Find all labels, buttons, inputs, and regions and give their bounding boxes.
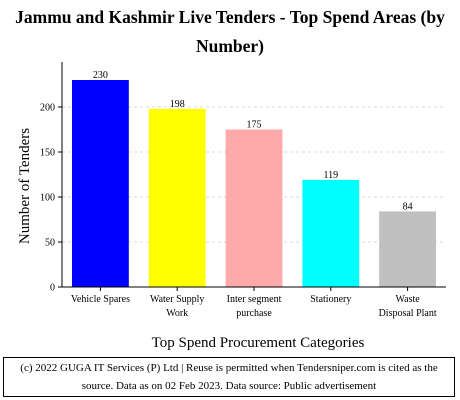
x-tick-label: Water Supply xyxy=(150,294,204,305)
bar xyxy=(71,80,129,287)
x-tick-label: Disposal Plant xyxy=(379,308,437,319)
bar-value-label: 230 xyxy=(93,70,108,81)
bar xyxy=(379,211,437,287)
bar xyxy=(148,108,206,287)
bar-value-label: 84 xyxy=(403,201,413,212)
bar-value-label: 198 xyxy=(170,99,185,110)
bar xyxy=(302,179,360,287)
y-tick-label: 0 xyxy=(50,283,55,294)
y-axis-label: Number of Tenders xyxy=(17,128,33,244)
axes: 0 50 100 150 200 Vehicle Spares Water Supply Wo… xyxy=(40,62,446,319)
chart-title: Jammu and Kashmir Live Tenders - Top Spe… xyxy=(15,7,445,56)
y-tick-label: 200 xyxy=(40,103,55,114)
y-tick-label: 150 xyxy=(40,148,55,159)
x-tick-label: Vehicle Spares xyxy=(71,294,130,305)
x-tick-label: Work xyxy=(166,308,188,319)
x-tick-label: Stationery xyxy=(310,294,351,305)
bars: 230 198 175 119 84 xyxy=(71,70,437,287)
bar-chart: 230 198 175 119 84 0 50 100 150 200 Vehicle Spare… xyxy=(17,62,446,351)
x-axis-label: Top Spend Procurement Categories xyxy=(152,335,365,351)
x-tick-label: purchase xyxy=(236,308,272,319)
footer-credit: (c) 2022 GUGA IT Services (P) Ltd | Reus… xyxy=(3,357,455,397)
bar-value-label: 119 xyxy=(323,170,338,181)
y-tick-label: 50 xyxy=(45,238,55,249)
y-tick-label: 100 xyxy=(40,193,55,204)
footer-line-2: source. Data as on 02 Feb 2023. Data sou… xyxy=(81,380,377,392)
footer-line-1: (c) 2022 GUGA IT Services (P) Ltd | Reus… xyxy=(20,362,438,374)
bar-value-label: 175 xyxy=(247,120,262,131)
x-tick-label: Inter segment xyxy=(227,294,282,305)
x-tick-label: Waste xyxy=(396,294,421,305)
bar xyxy=(225,129,283,287)
